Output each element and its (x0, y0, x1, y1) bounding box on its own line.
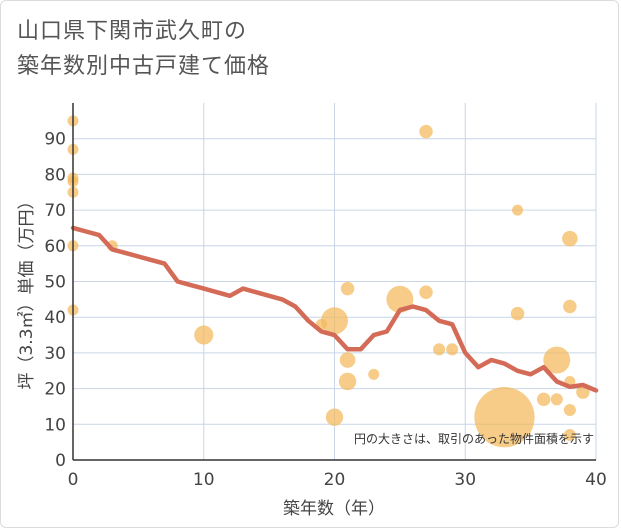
data-bubble (563, 428, 576, 442)
y-tick-label: 30 (44, 344, 66, 364)
size-legend-note: 円の大きさは、取引のあった物件面積を示す (354, 431, 594, 446)
chart-title-line-1: 山口県下関市武久町の (17, 19, 248, 44)
data-bubble (536, 392, 551, 407)
y-tick-label: 10 (44, 415, 66, 435)
y-tick-label: 40 (44, 308, 66, 328)
y-tick-label: 70 (44, 201, 66, 221)
grid-lines (73, 103, 597, 460)
x-tick-label: 10 (193, 470, 215, 490)
y-tick-label: 60 (44, 237, 66, 257)
y-tick-label: 80 (44, 165, 66, 185)
data-bubble (563, 403, 576, 417)
data-bubble (543, 346, 571, 374)
y-tick-label: 50 (44, 273, 66, 293)
y-tick-label: 90 (44, 130, 66, 150)
data-bubble (562, 230, 578, 247)
data-bubble (446, 343, 459, 356)
data-bubble (339, 352, 356, 368)
data-bubble (321, 307, 348, 335)
data-bubble (474, 387, 535, 448)
data-bubble (325, 408, 344, 426)
data-bubble (512, 204, 524, 216)
bubble-series (67, 115, 590, 448)
data-bubble (419, 124, 433, 139)
data-bubble (194, 325, 214, 345)
chart-title-line-2: 築年数別中古戸建て価格 (17, 54, 271, 79)
y-axis-title: 坪（3.3㎡）単価（万円） (17, 192, 37, 389)
trend-line (70, 225, 599, 393)
data-bubble (563, 299, 577, 314)
x-tick-label: 30 (454, 470, 476, 490)
data-bubble (419, 285, 433, 299)
data-bubble (340, 281, 355, 296)
data-bubble (338, 372, 357, 391)
axes (72, 103, 596, 461)
data-bubble (510, 306, 525, 321)
data-bubble (368, 368, 380, 380)
x-tick-label: 0 (68, 470, 79, 490)
tick-labels: 0 10 20 30 40 0 10 20 30 40 50 60 70 80 90 (44, 130, 606, 490)
y-tick-label: 0 (55, 451, 66, 471)
data-bubble (550, 393, 563, 406)
y-tick-label: 20 (44, 380, 66, 400)
data-bubble (433, 343, 446, 356)
trend-series (70, 225, 599, 393)
x-tick-label: 20 (324, 470, 346, 490)
chart-title: 山口県下関市武久町の 築年数別中古戸建て価格 (17, 14, 597, 84)
x-tick-label: 40 (585, 470, 607, 490)
x-axis-title: 築年数（年） (283, 499, 385, 519)
